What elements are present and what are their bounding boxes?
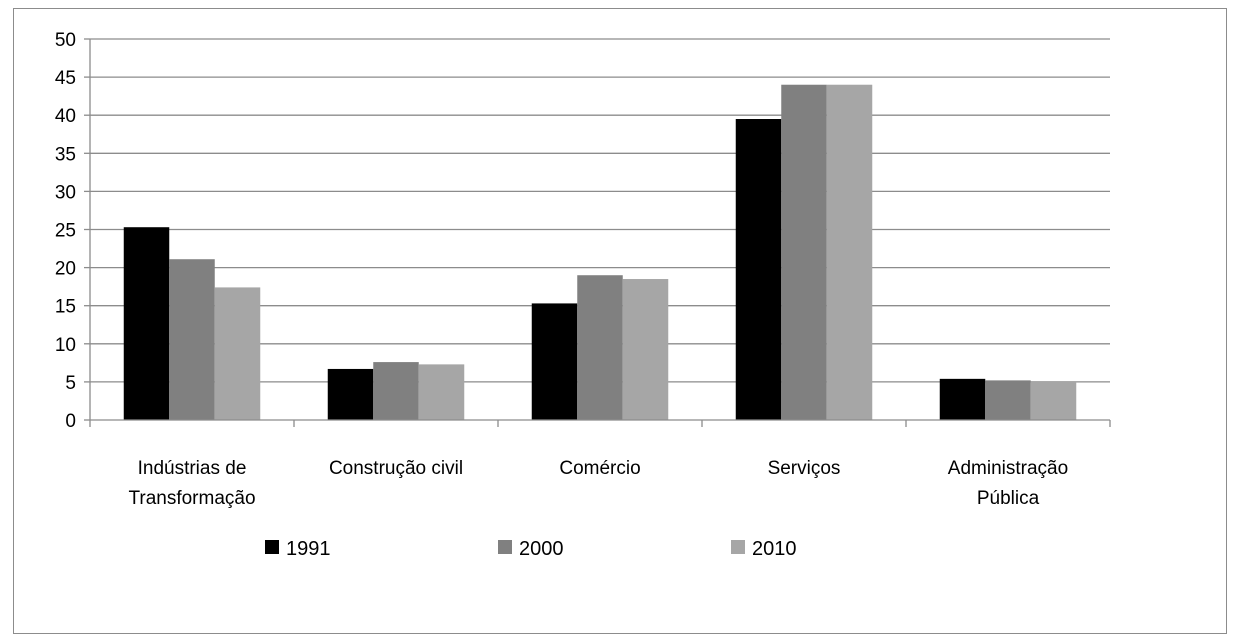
bars <box>123 84 1077 420</box>
bar-1991 <box>735 119 782 420</box>
x-category-label: Indústrias de <box>138 458 247 479</box>
y-tick-label: 50 <box>55 30 76 51</box>
y-axis-tick-labels: 0 5 10 15 20 25 30 35 40 45 50 <box>55 30 76 432</box>
y-tick-label: 0 <box>65 411 76 432</box>
x-category-label: Serviços <box>768 458 841 479</box>
x-category-label: Administração <box>948 458 1068 479</box>
bar-2010 <box>1030 381 1077 420</box>
legend-swatch-2000 <box>498 540 512 554</box>
bar-1991 <box>327 368 374 420</box>
legend-label-2000: 2000 <box>519 538 564 560</box>
bar-2010 <box>214 287 261 420</box>
y-tick-label: 20 <box>55 259 76 280</box>
axes <box>84 38 1111 427</box>
bar-2010 <box>418 364 465 420</box>
bar-2010 <box>826 84 873 420</box>
bar-1991 <box>939 378 986 420</box>
x-axis-category-labels: Indústrias de Transformação Construção civ… <box>128 458 1068 509</box>
y-tick-label: 15 <box>55 297 76 318</box>
x-category-label: Transformação <box>128 488 255 509</box>
y-tick-label: 35 <box>55 144 76 165</box>
x-category-label: Construção civil <box>329 458 463 479</box>
y-tick-label: 25 <box>55 221 76 242</box>
y-tick-label: 45 <box>55 68 76 89</box>
bar-2000 <box>373 362 419 420</box>
legend-swatch-2010 <box>731 540 745 554</box>
y-tick-label: 30 <box>55 182 76 203</box>
y-tick-label: 10 <box>55 335 76 356</box>
bar-1991 <box>123 227 170 420</box>
x-category-label: Comércio <box>559 458 640 479</box>
y-tick-label: 5 <box>65 373 76 394</box>
legend-label-1991: 1991 <box>286 538 331 560</box>
bar-1991 <box>531 303 578 420</box>
bar-2010 <box>622 279 669 420</box>
legend-swatch-1991 <box>265 540 279 554</box>
bar-2000 <box>169 259 215 420</box>
y-tick-label: 40 <box>55 106 76 127</box>
legend: 1991 2000 2010 <box>265 538 797 560</box>
bar-2000 <box>985 380 1031 420</box>
bar-2000 <box>577 275 623 420</box>
x-category-label: Pública <box>977 488 1040 509</box>
bar-2000 <box>781 84 827 420</box>
legend-label-2010: 2010 <box>752 538 797 560</box>
